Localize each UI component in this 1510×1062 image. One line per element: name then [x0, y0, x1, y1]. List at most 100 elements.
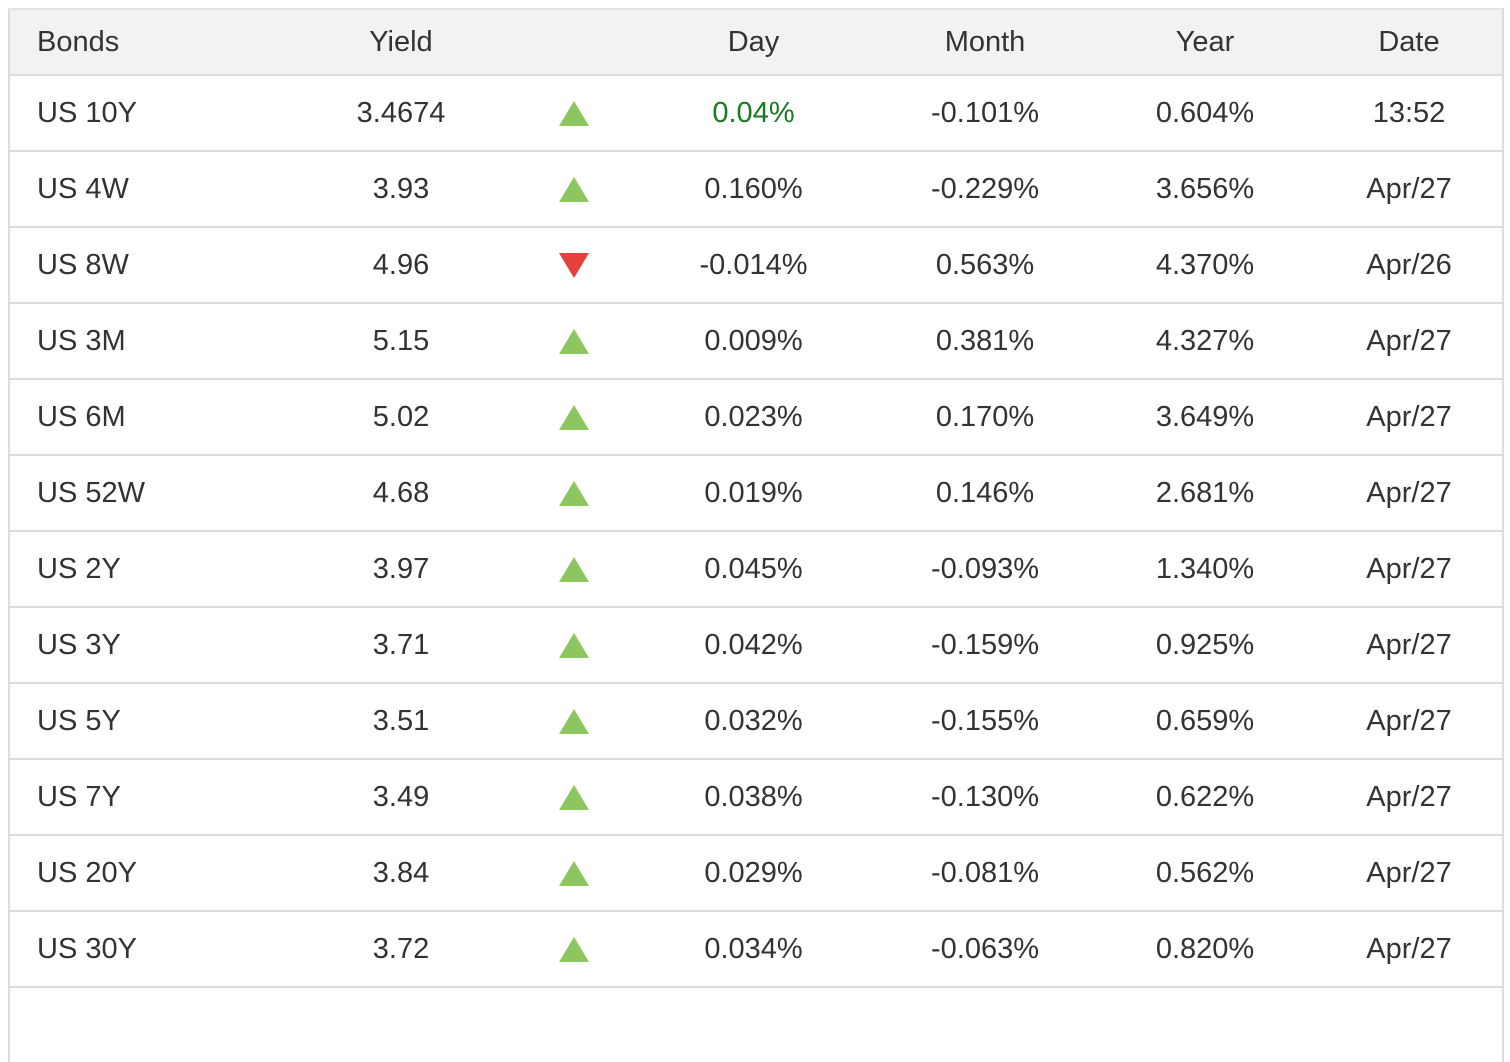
table-row-partial	[9, 986, 1503, 1062]
yield-value: 3.51	[286, 682, 516, 759]
table-row: US 6M 5.02 0.023% 0.170% 3.649% Apr/27	[9, 378, 1503, 455]
yield-value: 3.93	[286, 150, 516, 227]
bond-name[interactable]: US 52W	[9, 454, 286, 531]
table-row: US 3Y 3.71 0.042% -0.159% 0.925% Apr/27	[9, 606, 1503, 683]
table-row: US 7Y 3.49 0.038% -0.130% 0.622% Apr/27	[9, 758, 1503, 835]
column-header-year: Year	[1094, 9, 1316, 75]
table-header-row: Bonds Yield Day Month Year Date	[9, 9, 1503, 75]
up-triangle-icon	[558, 785, 589, 811]
day-change: -0.014%	[631, 226, 876, 303]
bond-name[interactable]: US 20Y	[9, 834, 286, 911]
day-change: 0.045%	[631, 530, 876, 607]
bond-name[interactable]: US 6M	[9, 378, 286, 455]
up-triangle-icon	[558, 937, 589, 963]
bond-name[interactable]: US 30Y	[9, 910, 286, 987]
down-triangle-icon	[558, 253, 589, 279]
year-change: 0.925%	[1094, 606, 1316, 683]
up-triangle-icon	[558, 177, 589, 203]
day-change: 0.04%	[631, 74, 876, 151]
table-row: US 3M 5.15 0.009% 0.381% 4.327% Apr/27	[9, 302, 1503, 379]
day-change: 0.029%	[631, 834, 876, 911]
up-triangle-icon	[558, 633, 589, 659]
bond-name[interactable]: US 3Y	[9, 606, 286, 683]
year-change: 1.340%	[1094, 530, 1316, 607]
date-value: Apr/27	[1316, 910, 1503, 987]
up-triangle-icon	[558, 861, 589, 887]
date-value: Apr/27	[1316, 530, 1503, 607]
yield-value: 4.68	[286, 454, 516, 531]
year-change: 4.327%	[1094, 302, 1316, 379]
bond-name[interactable]: US 10Y	[9, 74, 286, 151]
table-row: US 4W 3.93 0.160% -0.229% 3.656% Apr/27	[9, 150, 1503, 227]
date-value: Apr/27	[1316, 682, 1503, 759]
column-header-change-indicator	[516, 9, 631, 75]
day-change: 0.038%	[631, 758, 876, 835]
month-change: -0.101%	[876, 74, 1094, 151]
bond-name[interactable]: US 3M	[9, 302, 286, 379]
table-row: US 2Y 3.97 0.045% -0.093% 1.340% Apr/27	[9, 530, 1503, 607]
month-change: 0.381%	[876, 302, 1094, 379]
month-change: -0.229%	[876, 150, 1094, 227]
up-triangle-icon	[558, 481, 589, 507]
yield-value: 3.4674	[286, 74, 516, 151]
date-value: Apr/27	[1316, 378, 1503, 455]
year-change: 3.656%	[1094, 150, 1316, 227]
day-change: 0.042%	[631, 606, 876, 683]
month-change: 0.170%	[876, 378, 1094, 455]
table-row: US 52W 4.68 0.019% 0.146% 2.681% Apr/27	[9, 454, 1503, 531]
year-change: 0.562%	[1094, 834, 1316, 911]
day-change: 0.023%	[631, 378, 876, 455]
year-change: 0.820%	[1094, 910, 1316, 987]
column-header-date: Date	[1316, 9, 1503, 75]
day-change: 0.034%	[631, 910, 876, 987]
date-value: Apr/27	[1316, 834, 1503, 911]
column-header-month: Month	[876, 9, 1094, 75]
yield-value: 5.02	[286, 378, 516, 455]
day-change: 0.009%	[631, 302, 876, 379]
table-row: US 10Y 3.4674 0.04% -0.101% 0.604% 13:52	[9, 74, 1503, 151]
yield-value: 3.84	[286, 834, 516, 911]
year-change: 0.604%	[1094, 74, 1316, 151]
yield-value: 3.72	[286, 910, 516, 987]
date-value: Apr/27	[1316, 150, 1503, 227]
day-change: 0.032%	[631, 682, 876, 759]
up-triangle-icon	[558, 101, 589, 127]
column-header-bonds: Bonds	[9, 9, 286, 75]
day-change: 0.019%	[631, 454, 876, 531]
column-header-day: Day	[631, 9, 876, 75]
year-change: 2.681%	[1094, 454, 1316, 531]
table-row: US 5Y 3.51 0.032% -0.155% 0.659% Apr/27	[9, 682, 1503, 759]
year-change: 3.649%	[1094, 378, 1316, 455]
bond-name[interactable]: US 8W	[9, 226, 286, 303]
bonds-widget: Bonds Yield Day Month Year Date US 10Y 3…	[8, 8, 1504, 1062]
month-change: -0.063%	[876, 910, 1094, 987]
up-triangle-icon	[558, 557, 589, 583]
yield-value: 5.15	[286, 302, 516, 379]
bond-name[interactable]: US 4W	[9, 150, 286, 227]
up-triangle-icon	[558, 709, 589, 735]
yield-value: 3.97	[286, 530, 516, 607]
month-change: -0.130%	[876, 758, 1094, 835]
day-change: 0.160%	[631, 150, 876, 227]
bond-name[interactable]: US 2Y	[9, 530, 286, 607]
year-change: 4.370%	[1094, 226, 1316, 303]
date-value: Apr/27	[1316, 758, 1503, 835]
yield-value: 3.71	[286, 606, 516, 683]
date-value: 13:52	[1316, 74, 1503, 151]
date-value: Apr/27	[1316, 302, 1503, 379]
month-change: -0.155%	[876, 682, 1094, 759]
date-value: Apr/26	[1316, 226, 1503, 303]
date-value: Apr/27	[1316, 454, 1503, 531]
bonds-table: Bonds Yield Day Month Year Date US 10Y 3…	[8, 8, 1504, 1062]
column-header-yield: Yield	[286, 9, 516, 75]
month-change: -0.093%	[876, 530, 1094, 607]
table-row: US 20Y 3.84 0.029% -0.081% 0.562% Apr/27	[9, 834, 1503, 911]
bond-name[interactable]: US 7Y	[9, 758, 286, 835]
date-value: Apr/27	[1316, 606, 1503, 683]
year-change: 0.659%	[1094, 682, 1316, 759]
up-triangle-icon	[558, 405, 589, 431]
up-triangle-icon	[558, 329, 589, 355]
month-change: -0.159%	[876, 606, 1094, 683]
bond-name[interactable]: US 5Y	[9, 682, 286, 759]
table-row: US 8W 4.96 -0.014% 0.563% 4.370% Apr/26	[9, 226, 1503, 303]
